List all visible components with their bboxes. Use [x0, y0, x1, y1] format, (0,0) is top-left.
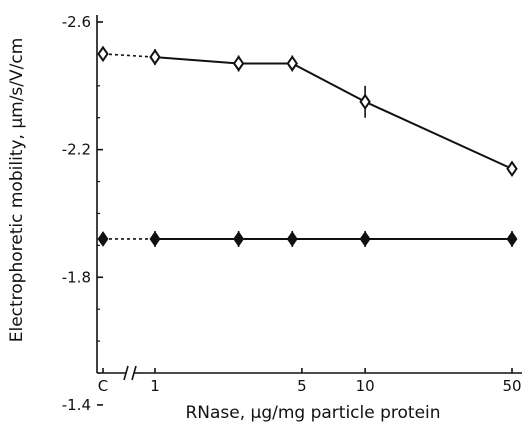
chart-labels-layer: RNase, µg/mg particle protein Electropho… [7, 38, 441, 423]
series-point [506, 231, 518, 247]
series-1 [97, 45, 518, 178]
series-control-point [97, 231, 109, 247]
x-tick-label: 50 [502, 377, 521, 395]
y-axis-title: Electrophoretic mobility, µm/s/V/cm [7, 38, 27, 343]
series-point [149, 48, 161, 66]
series-point [359, 93, 371, 111]
y-tick-label: -1.4 [62, 396, 91, 414]
chart-axes: -2.6 -2.2 -1.8 -1.4 C 1 5 10 50 [62, 13, 522, 414]
series-line [154, 56, 513, 170]
y-tick-label: -1.8 [62, 268, 91, 286]
x-axis-title: RNase, µg/mg particle protein [185, 403, 440, 423]
series-point [506, 160, 518, 178]
x-tick-label: 1 [150, 377, 160, 395]
x-axis-break-mark [131, 365, 137, 381]
chart-series-layer [97, 45, 518, 247]
series-point [359, 231, 371, 247]
y-tick-label: -2.2 [62, 141, 91, 159]
x-tick-label: C [98, 377, 108, 395]
x-tick-label: 10 [356, 377, 375, 395]
series-2 [97, 230, 518, 247]
series-point [233, 231, 245, 247]
series-point [149, 231, 161, 247]
series-dashed-link [102, 53, 156, 58]
series-control-point [97, 45, 109, 63]
x-axis-break-mark [123, 365, 129, 381]
series-point [232, 55, 245, 72]
x-tick-label: 5 [297, 377, 307, 395]
series-point [286, 231, 298, 247]
y-tick-label: -2.6 [62, 13, 91, 31]
series-point [286, 55, 298, 72]
